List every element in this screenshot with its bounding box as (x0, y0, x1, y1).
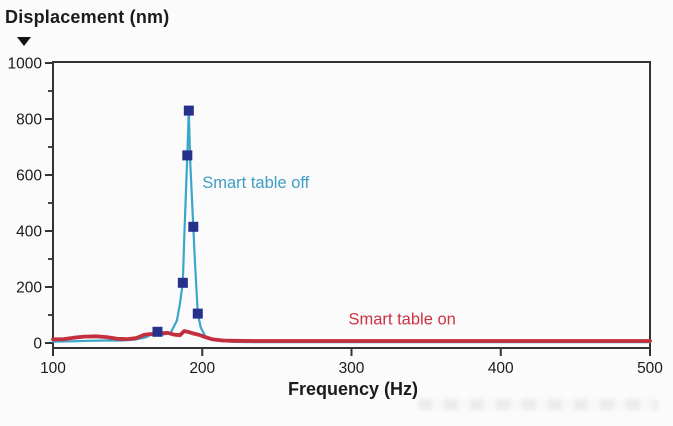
y-tick-label: 800 (16, 112, 42, 129)
series-marker-smart-table-off (152, 326, 163, 337)
series-marker-smart-table-off (182, 150, 193, 161)
x-tick-label: 400 (488, 360, 514, 377)
series-marker-smart-table-off (192, 308, 203, 319)
y-tick-label: 600 (16, 168, 42, 185)
series-marker-smart-table-off (183, 105, 194, 116)
annotation-label: Smart table off (202, 174, 309, 192)
series-line-smart-table-on (51, 329, 652, 343)
y-tick-label: 200 (16, 280, 42, 297)
y-tick-label: 0 (33, 336, 42, 353)
x-tick-label: 500 (637, 360, 663, 377)
x-tick-label: 100 (40, 360, 66, 377)
series-marker-smart-table-off (177, 277, 188, 288)
annotation-label: Smart table on (349, 310, 456, 328)
watermark-smudge (418, 399, 658, 410)
y-tick-label: 1000 (8, 56, 43, 73)
x-tick-label: 300 (339, 360, 365, 377)
x-axis-title: Frequency (Hz) (287, 379, 419, 399)
x-tick-label: 200 (189, 360, 215, 377)
plot-frame (52, 61, 651, 349)
series-marker-smart-table-off (188, 221, 199, 232)
y-axis-title: Displacement (nm) (5, 7, 170, 27)
axis-direction-arrow-icon (17, 37, 31, 46)
series-line-smart-table-off (51, 109, 652, 344)
y-tick-label: 400 (16, 224, 42, 241)
